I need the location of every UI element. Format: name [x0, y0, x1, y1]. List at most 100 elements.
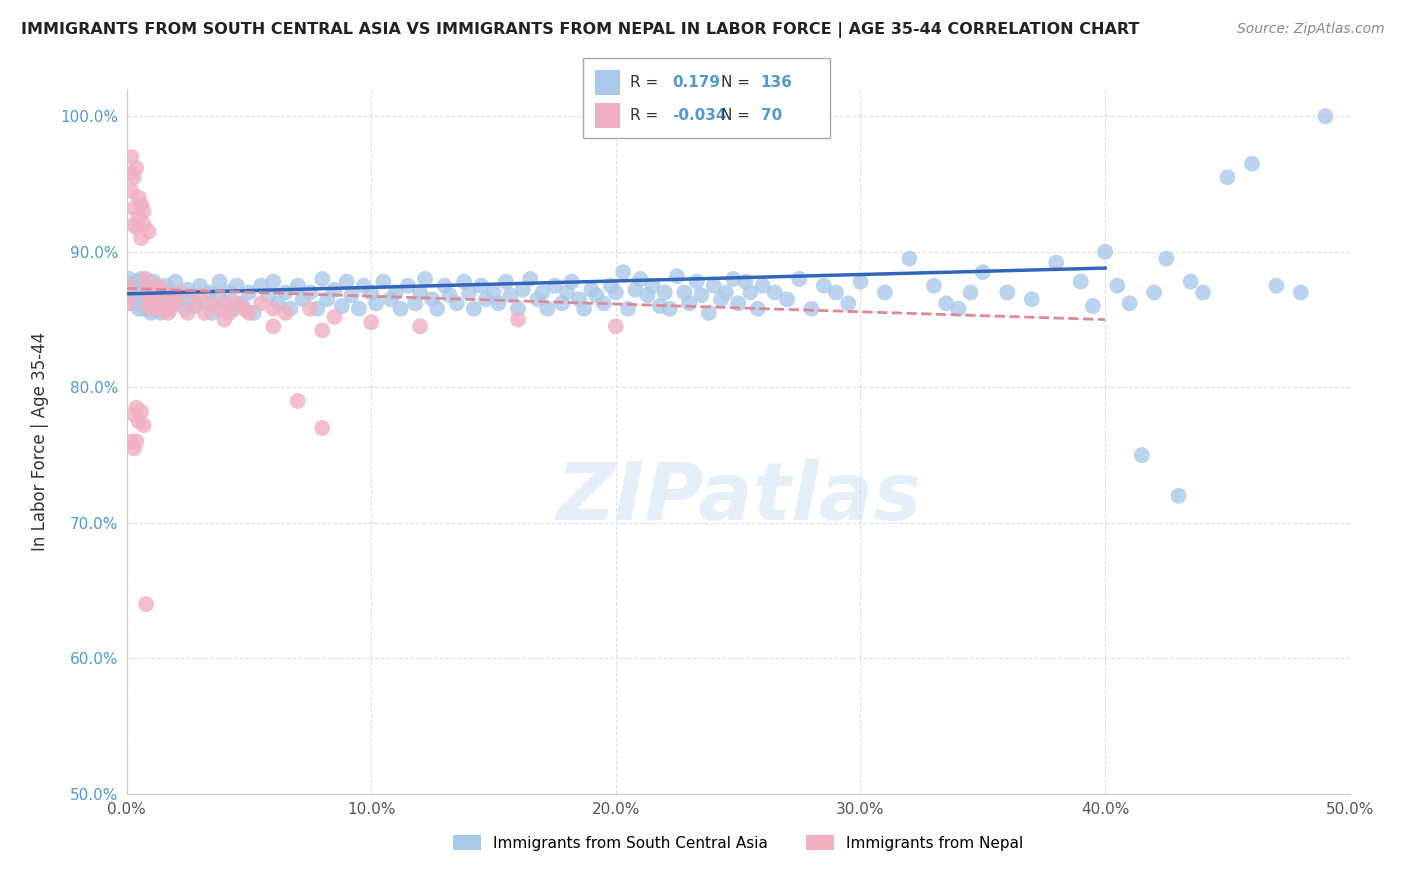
Point — [218, 285, 240, 300]
Point — [360, 315, 382, 329]
Point — [776, 292, 799, 306]
Point — [409, 285, 432, 300]
Point — [482, 285, 505, 300]
Point — [624, 283, 647, 297]
Point — [165, 275, 187, 289]
Point — [132, 292, 155, 306]
Point — [526, 292, 548, 306]
Point — [231, 296, 253, 310]
Point — [120, 150, 142, 164]
Point — [135, 299, 157, 313]
Point — [291, 292, 314, 306]
Point — [138, 299, 160, 313]
Point — [1315, 109, 1337, 123]
Point — [439, 288, 461, 302]
Point — [605, 285, 627, 300]
Point — [257, 288, 280, 302]
Point — [238, 285, 260, 300]
Point — [135, 285, 157, 300]
Point — [205, 288, 228, 302]
Point — [120, 278, 142, 293]
Point — [262, 301, 284, 316]
Point — [145, 296, 167, 310]
Point — [307, 301, 329, 316]
Point — [214, 312, 236, 326]
Point — [184, 296, 207, 310]
Point — [1156, 252, 1178, 266]
Point — [685, 275, 707, 289]
Text: 136: 136 — [761, 75, 793, 89]
Point — [181, 288, 204, 302]
Point — [139, 288, 162, 302]
Point — [658, 301, 681, 316]
Point — [512, 283, 534, 297]
Point — [152, 292, 174, 306]
Point — [128, 414, 150, 428]
Point — [159, 285, 181, 300]
Point — [299, 301, 322, 316]
Point — [250, 296, 273, 310]
Point — [697, 306, 720, 320]
Point — [128, 191, 150, 205]
Point — [132, 204, 155, 219]
Point — [132, 218, 155, 232]
Point — [873, 285, 896, 300]
Point — [194, 306, 217, 320]
Point — [169, 285, 191, 300]
Point — [238, 306, 260, 320]
Point — [198, 285, 221, 300]
Point — [568, 292, 591, 306]
Point — [157, 306, 180, 320]
Point — [128, 301, 150, 316]
Point — [188, 278, 211, 293]
Point — [194, 296, 217, 310]
Point — [678, 296, 700, 310]
Point — [1118, 296, 1140, 310]
Text: ZIPatlas: ZIPatlas — [555, 458, 921, 537]
Point — [152, 296, 174, 310]
Point — [118, 278, 141, 293]
Point — [262, 275, 284, 289]
Point — [311, 272, 333, 286]
Point — [155, 278, 177, 293]
Point — [531, 285, 554, 300]
Point — [1045, 255, 1067, 269]
Point — [287, 278, 309, 293]
Point — [129, 197, 152, 211]
Point — [135, 272, 157, 286]
Point — [1289, 285, 1312, 300]
Point — [654, 285, 676, 300]
Point — [122, 202, 145, 216]
Point — [122, 170, 145, 185]
Point — [122, 288, 145, 302]
Point — [585, 288, 607, 302]
Y-axis label: In Labor Force | Age 35-44: In Labor Force | Age 35-44 — [31, 332, 49, 551]
Point — [201, 296, 224, 310]
Point — [125, 401, 148, 415]
Text: -0.034: -0.034 — [672, 108, 727, 123]
Point — [605, 319, 627, 334]
Point — [475, 292, 498, 306]
Point — [353, 278, 375, 293]
Point — [323, 283, 346, 297]
Text: R =: R = — [630, 108, 658, 123]
Point — [135, 283, 157, 297]
Point — [145, 285, 167, 300]
Point — [122, 408, 145, 422]
Point — [201, 306, 224, 320]
Point — [837, 296, 859, 310]
Point — [214, 296, 236, 310]
Point — [373, 275, 395, 289]
Point — [347, 301, 370, 316]
Point — [162, 296, 184, 310]
Point — [287, 393, 309, 408]
Point — [714, 285, 737, 300]
Point — [458, 285, 481, 300]
Point — [1107, 278, 1129, 293]
Point — [125, 220, 148, 235]
Point — [800, 301, 823, 316]
Point — [628, 272, 651, 286]
Point — [142, 275, 165, 289]
Point — [262, 319, 284, 334]
Point — [426, 301, 449, 316]
